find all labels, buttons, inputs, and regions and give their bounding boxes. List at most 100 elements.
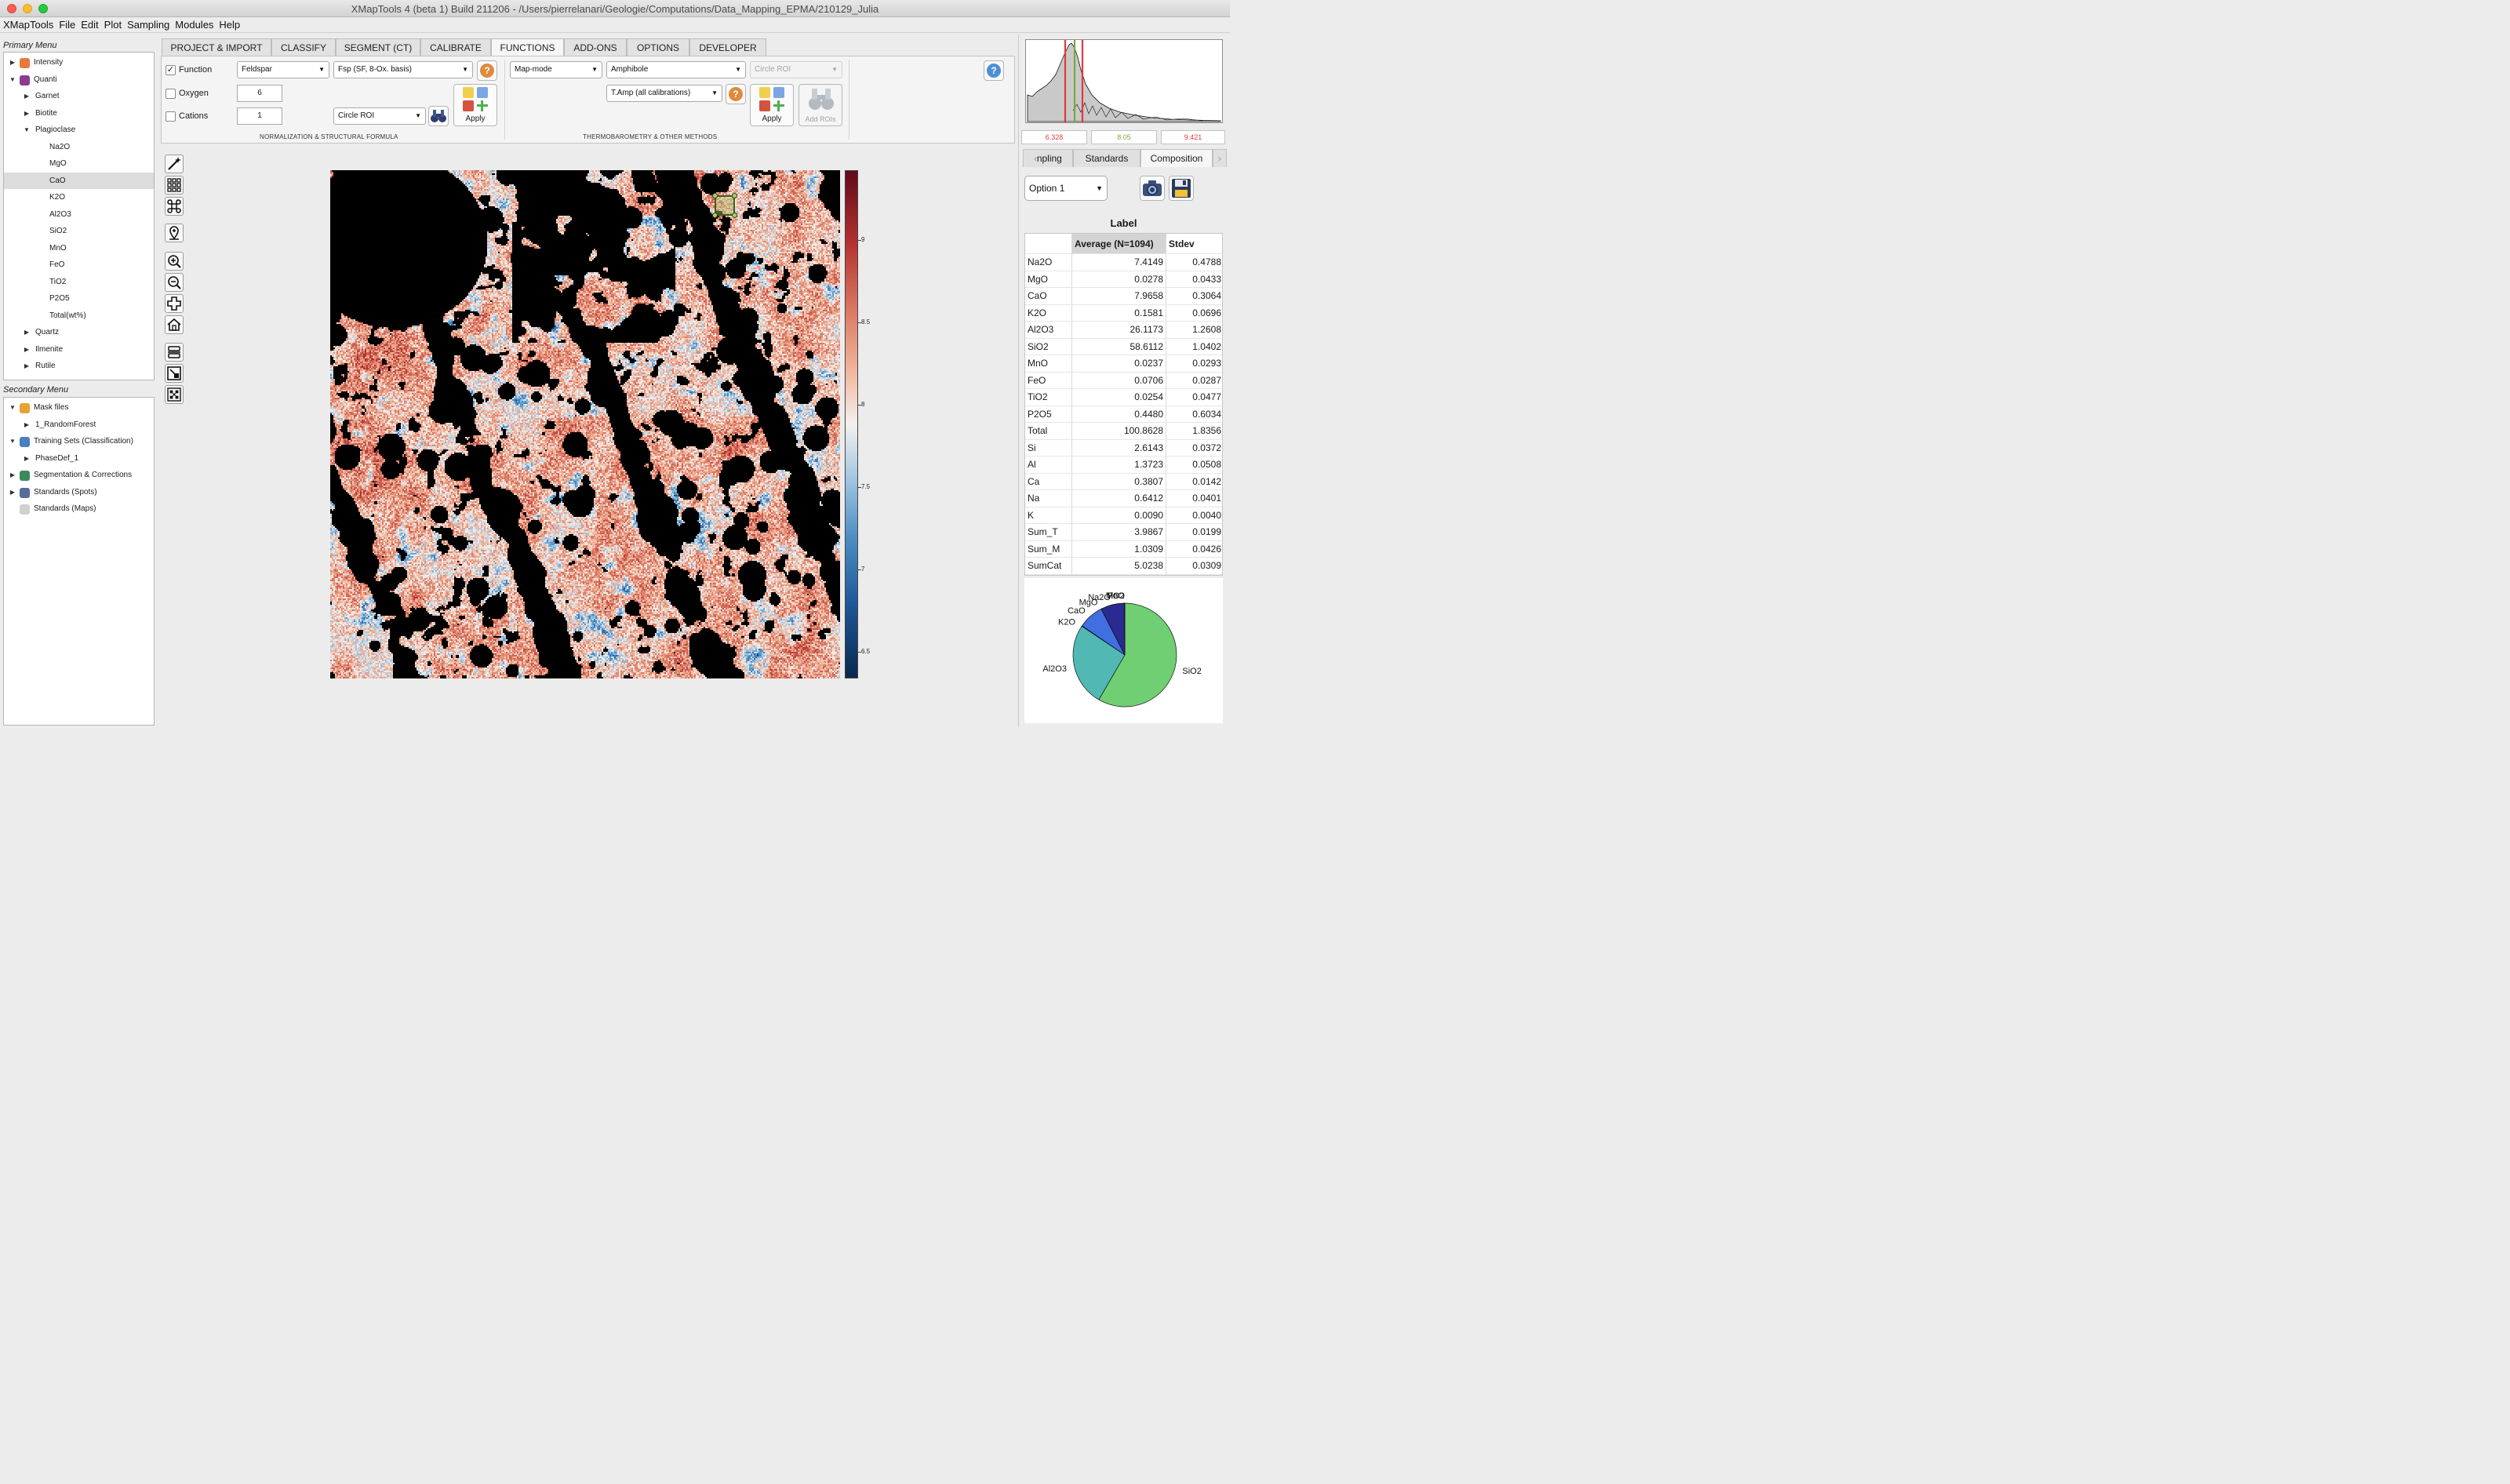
mode-dropdown[interactable]: Map-mode ▼ xyxy=(510,61,602,78)
tab-add-ons[interactable]: ADD-ONS xyxy=(564,38,627,56)
table-row[interactable]: TiO2 0.0254 0.0477 xyxy=(1025,389,1222,406)
window-minimize-button[interactable] xyxy=(23,4,32,13)
tab-calibrate[interactable]: CALIBRATE xyxy=(420,38,491,56)
table-row[interactable]: MnO 0.0237 0.0293 xyxy=(1025,355,1222,373)
stack-tool-button[interactable] xyxy=(165,343,184,362)
table-row[interactable]: Si 2.6143 0.0372 xyxy=(1025,439,1222,456)
tree-item[interactable]: ▶ Garnet xyxy=(4,88,154,105)
caret-down-icon[interactable]: ▼ xyxy=(9,438,16,445)
tree-item[interactable]: ▶ Biotite xyxy=(4,105,154,122)
tab-segment[interactable]: SEGMENT (CT) xyxy=(336,38,420,56)
cao-map-image[interactable] xyxy=(330,170,840,678)
pan-tool-button[interactable] xyxy=(165,294,184,313)
menu-app[interactable]: XMapTools xyxy=(3,19,54,31)
table-row[interactable]: Ca 0.3807 0.0142 xyxy=(1025,473,1222,490)
table-row[interactable]: Al2O3 26.1173 1.2608 xyxy=(1025,322,1222,339)
menu-plot[interactable]: Plot xyxy=(104,19,122,31)
chevron-left-icon[interactable]: ‹ xyxy=(1034,155,1037,164)
help-button-general[interactable]: ? xyxy=(984,60,1004,81)
caret-right-icon[interactable]: ▶ xyxy=(9,488,16,496)
tab-sampling[interactable]: ‹npling xyxy=(1023,149,1073,167)
caret-down-icon[interactable]: ▼ xyxy=(9,75,16,83)
save-button[interactable] xyxy=(1169,176,1194,201)
window-close-button[interactable] xyxy=(7,4,16,13)
table-row[interactable]: Total 100.8628 1.8356 xyxy=(1025,423,1222,440)
apply-button-thermobarometry[interactable]: Apply xyxy=(750,84,794,126)
tree-item[interactable]: SiO2 xyxy=(4,223,154,240)
add-rois-button[interactable]: Add ROIs xyxy=(798,84,842,126)
table-header-stdev[interactable]: Stdev xyxy=(1169,238,1195,249)
tree-item[interactable]: ▼ Training Sets (Classification) xyxy=(4,433,154,450)
map-view[interactable] xyxy=(330,170,840,678)
pin-tool-button[interactable] xyxy=(165,224,184,242)
tree-item[interactable]: ▶ Standards (Spots) xyxy=(4,484,154,501)
resize-tool-button[interactable] xyxy=(165,364,184,383)
caret-down-icon[interactable]: ▼ xyxy=(9,404,16,411)
menu-sampling[interactable]: Sampling xyxy=(127,19,170,31)
histogram-max-value[interactable]: 9.421 xyxy=(1161,130,1225,144)
caret-right-icon[interactable]: ▶ xyxy=(24,93,30,100)
tab-project-import[interactable]: PROJECT & IMPORT xyxy=(162,38,271,56)
tree-item[interactable]: ▶ Quartz xyxy=(4,324,154,341)
mineral2-dropdown[interactable]: Amphibole ▼ xyxy=(606,61,746,78)
cations-checkbox[interactable] xyxy=(166,111,176,122)
menu-file[interactable]: File xyxy=(59,19,76,31)
table-row[interactable]: SiO2 58.6112 1.0402 xyxy=(1025,338,1222,355)
mineral-dropdown[interactable]: Feldspar ▼ xyxy=(237,61,329,78)
zoom-out-button[interactable] xyxy=(165,273,184,292)
tree-item[interactable]: CaO xyxy=(4,172,154,189)
apply-button-normalization[interactable]: Apply xyxy=(453,84,497,126)
roi2-dropdown[interactable]: Circle ROI ▼ xyxy=(750,61,842,78)
table-row[interactable]: CaO 7.9658 0.3064 xyxy=(1025,288,1222,305)
caret-right-icon[interactable]: ▶ xyxy=(9,471,16,478)
caret-right-icon[interactable]: ▶ xyxy=(24,345,30,353)
tree-item[interactable]: K2O xyxy=(4,189,154,206)
tree-item[interactable]: ▶ Rutile xyxy=(4,358,154,375)
caret-right-icon[interactable]: ▶ xyxy=(24,454,30,462)
menu-modules[interactable]: Modules xyxy=(175,19,214,31)
calibration-dropdown[interactable]: T.Amp (all calibrations) ▼ xyxy=(606,85,722,102)
table-row[interactable]: SumCat 5.0238 0.0309 xyxy=(1025,558,1222,575)
roi-dropdown[interactable]: Circle ROI ▼ xyxy=(333,107,426,125)
caret-right-icon[interactable]: ▶ xyxy=(9,59,16,66)
command-tool-button[interactable] xyxy=(165,197,184,216)
table-row[interactable]: Na2O 7.4149 0.4788 xyxy=(1025,254,1222,271)
tab-developer[interactable]: DEVELOPER xyxy=(689,38,766,56)
tree-item[interactable]: Na2O xyxy=(4,139,154,156)
tree-item[interactable]: FeO xyxy=(4,256,154,274)
oxygen-input[interactable]: 6 xyxy=(237,85,282,102)
table-row[interactable]: K2O 0.1581 0.0696 xyxy=(1025,304,1222,322)
grid-tool-button[interactable] xyxy=(165,176,184,195)
table-row[interactable]: K 0.0090 0.0040 xyxy=(1025,507,1222,524)
menu-edit[interactable]: Edit xyxy=(81,19,99,31)
tree-item[interactable]: ▼ Plagioclase xyxy=(4,122,154,139)
oxygen-checkbox[interactable] xyxy=(166,89,176,99)
caret-down-icon[interactable]: ▼ xyxy=(24,126,30,133)
table-row[interactable]: FeO 0.0706 0.0287 xyxy=(1025,372,1222,389)
tree-item[interactable]: MgO xyxy=(4,155,154,173)
chevron-right-icon[interactable]: › xyxy=(1213,149,1227,167)
menu-help[interactable]: Help xyxy=(219,19,241,31)
tab-classify[interactable]: CLASSIFY xyxy=(271,38,336,56)
pattern-tool-button[interactable] xyxy=(165,385,184,404)
tree-item[interactable]: Al2O3 xyxy=(4,206,154,224)
caret-right-icon[interactable]: ▶ xyxy=(24,362,30,369)
histogram-min-value[interactable]: 6.328 xyxy=(1021,130,1087,144)
tree-item[interactable]: TiO2 xyxy=(4,274,154,291)
tree-item[interactable]: MnO xyxy=(4,240,154,257)
tree-item[interactable]: ▶ 1_RandomForest xyxy=(4,416,154,434)
tree-item[interactable]: Standards (Maps) xyxy=(4,500,154,518)
table-row[interactable]: Sum_M 1.0309 0.0426 xyxy=(1025,540,1222,558)
table-row[interactable]: Na 0.6412 0.0401 xyxy=(1025,490,1222,507)
table-row[interactable]: Al 1.3723 0.0508 xyxy=(1025,456,1222,474)
formula-dropdown[interactable]: Fsp (SF, 8-Ox. basis) ▼ xyxy=(333,61,473,78)
camera-button[interactable] xyxy=(1140,176,1165,201)
table-row[interactable]: Sum_T 3.9867 0.0199 xyxy=(1025,524,1222,541)
zoom-in-button[interactable] xyxy=(165,252,184,271)
caret-right-icon[interactable]: ▶ xyxy=(24,109,30,117)
circle-roi-handle[interactable] xyxy=(712,193,737,218)
tab-options[interactable]: OPTIONS xyxy=(627,38,689,56)
table-row[interactable]: P2O5 0.4480 0.6034 xyxy=(1025,406,1222,423)
tab-standards[interactable]: Standards xyxy=(1073,149,1140,167)
table-row[interactable]: MgO 0.0278 0.0433 xyxy=(1025,271,1222,288)
